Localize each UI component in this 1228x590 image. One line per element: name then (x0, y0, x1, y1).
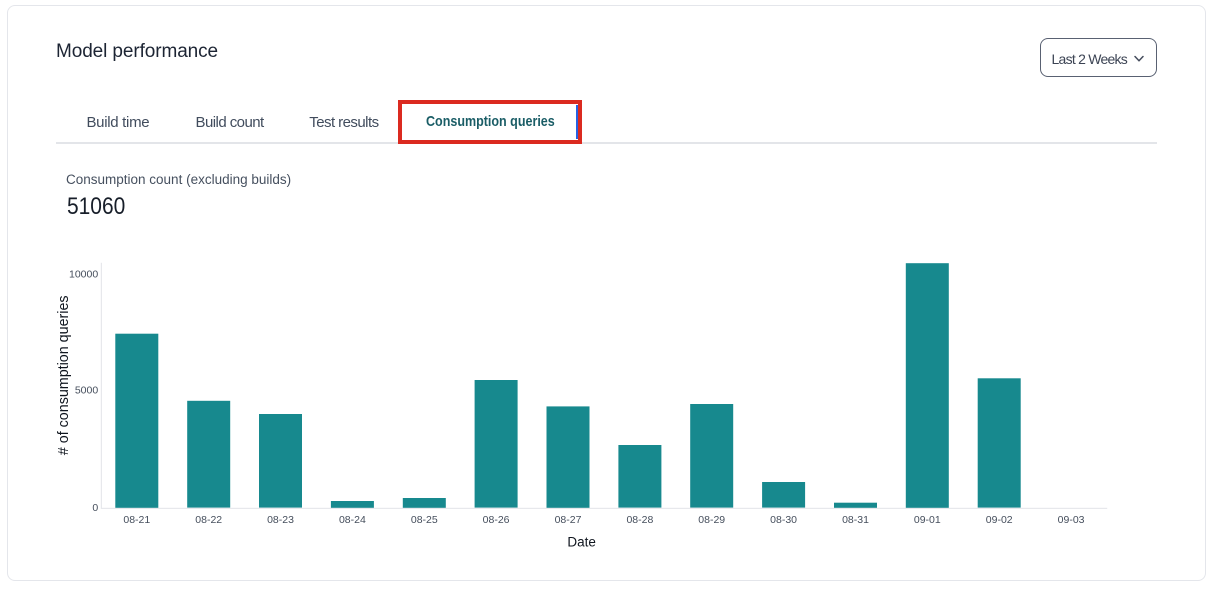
svg-text:5000: 5000 (75, 385, 99, 397)
svg-text:08-31: 08-31 (842, 514, 869, 526)
svg-text:# of consumption queries: # of consumption queries (56, 295, 72, 455)
svg-text:09-01: 09-01 (914, 514, 941, 526)
svg-text:08-21: 08-21 (123, 514, 150, 526)
svg-text:09-02: 09-02 (986, 514, 1013, 526)
svg-text:08-23: 08-23 (267, 514, 294, 526)
svg-text:10000: 10000 (69, 269, 98, 281)
svg-text:0: 0 (92, 502, 98, 514)
svg-text:08-30: 08-30 (770, 514, 797, 526)
svg-text:09-03: 09-03 (1058, 514, 1085, 526)
svg-text:08-27: 08-27 (555, 514, 582, 526)
svg-text:08-28: 08-28 (626, 514, 653, 526)
svg-text:08-29: 08-29 (698, 514, 725, 526)
svg-text:08-24: 08-24 (339, 514, 366, 526)
svg-text:08-22: 08-22 (195, 514, 222, 526)
svg-text:Date: Date (567, 535, 596, 550)
svg-text:08-26: 08-26 (483, 514, 510, 526)
svg-text:08-25: 08-25 (411, 514, 438, 526)
